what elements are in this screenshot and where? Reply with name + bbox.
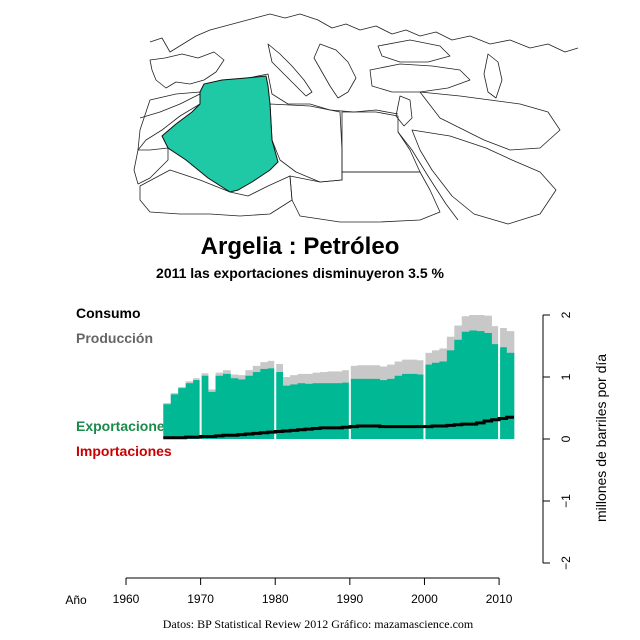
exports-bar (200, 375, 209, 439)
legend-consumption: Consumo (76, 305, 141, 321)
exports-bar (349, 378, 358, 439)
exports-bar (446, 350, 455, 439)
exports-bar (484, 332, 492, 439)
map-arabia (411, 129, 557, 225)
exports-bar (267, 368, 276, 439)
y-tick-label: 2 (559, 311, 573, 318)
exports-bar (431, 362, 440, 439)
y-tick-label: 1 (559, 373, 573, 380)
map-black-sea (377, 39, 451, 63)
map-red-sea (397, 131, 459, 221)
exports-bar (334, 383, 343, 439)
exports-bar (342, 382, 351, 439)
y-axis: −2 −1 0 1 2 (542, 311, 573, 570)
exports-bar (409, 373, 418, 439)
chart-subtitle: 2011 las exportaciones disminuyeron 3.5 … (156, 265, 444, 281)
exports-bar (290, 384, 298, 439)
y-tick-label: −1 (559, 494, 573, 508)
exports-bar (387, 378, 395, 439)
map-highlight-algeria (161, 75, 279, 193)
exports-bar (454, 339, 463, 439)
exports-bar (245, 375, 254, 439)
consumption-line (163, 415, 514, 440)
exports-bar (312, 383, 321, 439)
exports-bar (469, 330, 477, 439)
map-sudan-chad (289, 171, 441, 223)
map-italy (267, 43, 313, 97)
map-iberia (149, 51, 225, 89)
map-iraq-iran (419, 91, 561, 151)
x-tick-label: 2000 (411, 592, 438, 606)
map-balkans-greece (313, 43, 357, 99)
x-tick-label: 1990 (336, 592, 363, 606)
exports-bar (282, 385, 291, 439)
exports-bar (379, 380, 388, 439)
exports-bar (252, 372, 261, 439)
exports-bar (364, 378, 373, 439)
exports-bar (178, 388, 186, 439)
legend-imports: Importaciones (76, 443, 172, 459)
legend-exports: Exportaciones (76, 418, 173, 434)
x-tick-label: 1960 (113, 592, 140, 606)
exports-bar (499, 347, 507, 439)
exports-bar (320, 383, 328, 439)
y-tick-label: −2 (559, 556, 573, 570)
map-libya (269, 103, 343, 183)
map-western-sahara (133, 147, 169, 185)
map-egypt (341, 111, 421, 173)
x-tick-label: 2010 (486, 592, 513, 606)
x-tick-label: 1970 (187, 592, 214, 606)
exports-bar (237, 379, 246, 439)
exports-bar (185, 383, 194, 439)
exports-bar (297, 383, 306, 439)
chart-title: Argelia : Petróleo (201, 233, 400, 260)
exports-bar (163, 404, 172, 439)
y-tick-label: 0 (559, 435, 573, 442)
exports-bar (394, 375, 403, 439)
x-tick-label: 1980 (262, 592, 289, 606)
exports-bar (208, 391, 216, 439)
map-caspian (483, 53, 503, 99)
exports-bar (305, 383, 313, 439)
exports-bar (417, 374, 425, 439)
region-map (133, 13, 579, 225)
exports-bar (506, 352, 515, 439)
map-turkey (369, 63, 471, 93)
exports-bar (476, 331, 485, 439)
exports-bar (461, 331, 470, 439)
exports-bar (439, 361, 448, 439)
map-europe-outline (149, 13, 579, 53)
exports-bar (327, 383, 336, 439)
chart-plot (163, 311, 515, 440)
exports-bar (357, 378, 366, 439)
exports-bar (402, 373, 410, 439)
exports-bar (223, 373, 231, 439)
x-axis: 1960 1970 1980 1990 2000 2010 (113, 577, 513, 606)
exports-bar (275, 372, 283, 439)
exports-bar (372, 378, 380, 439)
footer-source: Datos: BP Statistical Review 2012 Gráfic… (163, 617, 474, 631)
y-axis-label: millones de barriles por día (593, 354, 609, 522)
exports-bar (215, 375, 224, 439)
map-levant (395, 95, 413, 127)
legend-production: Producción (76, 330, 153, 346)
exports-bar (424, 364, 433, 439)
exports-bar (170, 394, 179, 439)
exports-bar (230, 378, 239, 439)
exports-bar (193, 380, 201, 439)
exports-bar (491, 344, 500, 439)
exports-bar (260, 368, 269, 439)
x-axis-label: Año (65, 593, 87, 607)
map-morocco (137, 91, 201, 151)
